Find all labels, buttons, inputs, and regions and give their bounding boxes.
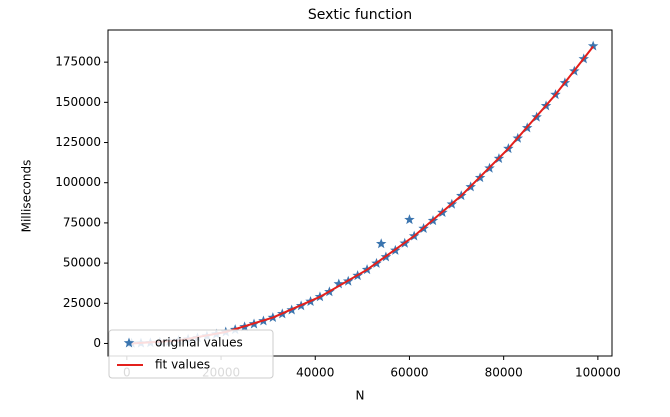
y-tick-label: 25000 [63,296,101,310]
x-tick-label: 60000 [390,366,428,380]
y-tick-label: 0 [93,336,101,350]
data-point [404,214,415,225]
x-tick-label: 100000 [575,366,621,380]
data-point [375,238,387,249]
legend-box [108,329,274,379]
y-axis-label: Milliseconds [20,160,34,233]
y-tick-label: 100000 [55,175,101,189]
data-point [333,278,345,289]
legend-label: fit values [155,358,210,372]
plot-frame [107,29,613,357]
y-tick-label: 175000 [55,55,101,69]
legend: original values fit values [108,329,274,379]
y-tick-label: 50000 [63,256,101,270]
y-tick-label: 150000 [55,95,101,109]
x-axis-label: N [356,389,365,403]
y-tick-label: 75000 [63,215,101,229]
data-point [587,40,599,51]
chart-title: Sextic function [308,7,412,23]
x-tick-label: 80000 [485,366,523,380]
y-tick-label: 125000 [55,135,101,149]
x-tick-label: 40000 [296,366,334,380]
legend-marker [123,337,135,348]
legend-label: original values [155,336,243,350]
